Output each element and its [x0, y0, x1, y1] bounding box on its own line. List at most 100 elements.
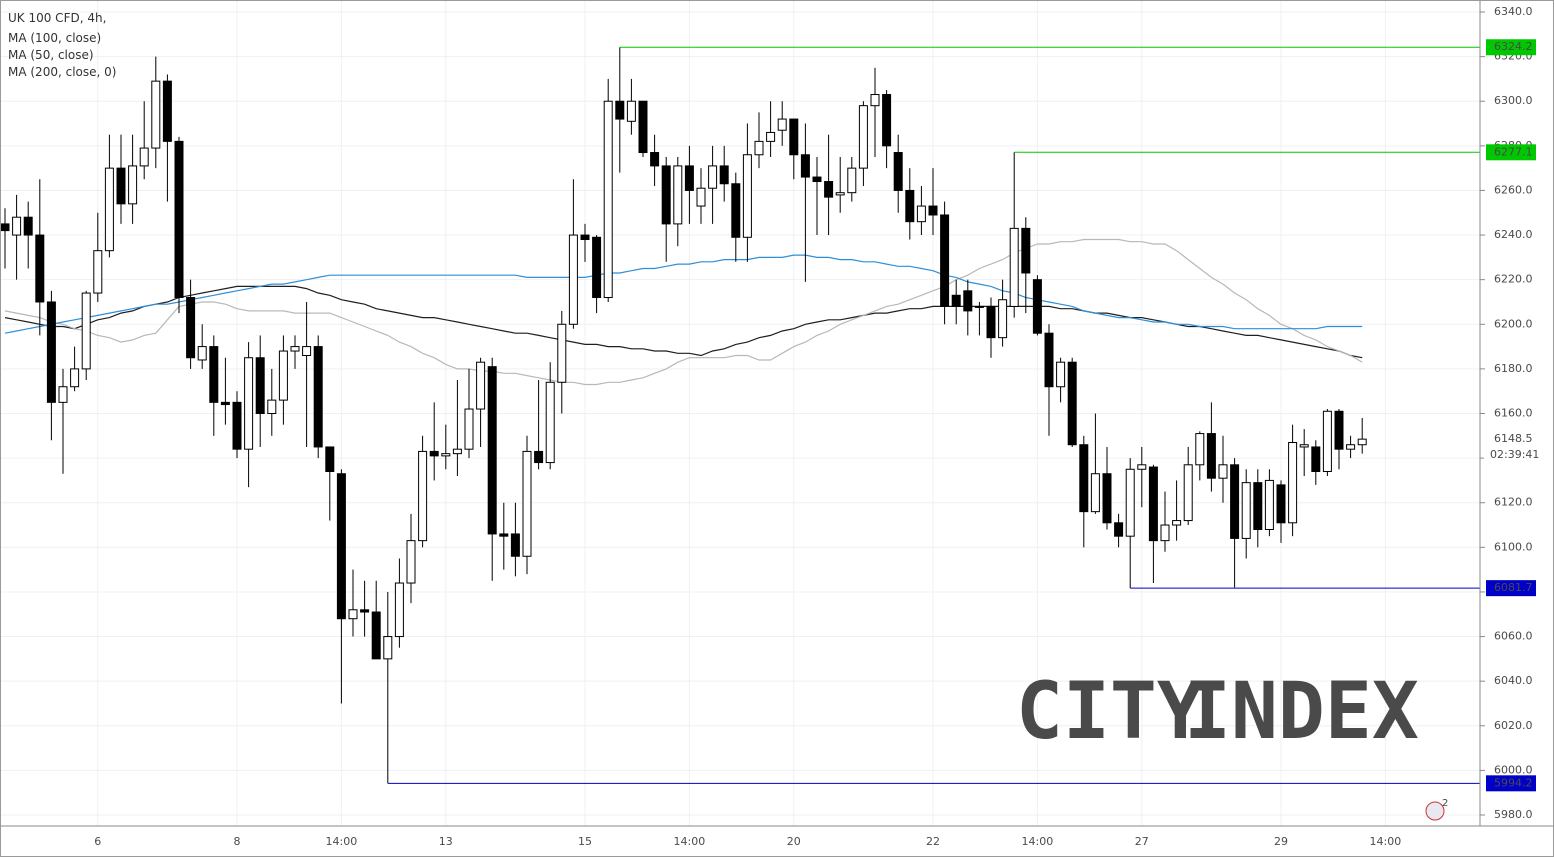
candle-body [916, 205, 926, 223]
candle-body [974, 305, 984, 308]
candle-body [545, 381, 555, 464]
candle-body [1172, 520, 1182, 526]
x-tick-label: 15 [578, 835, 592, 848]
x-tick-label: 22 [926, 835, 940, 848]
level-label-box [1486, 39, 1536, 56]
candle-body [1299, 444, 1309, 448]
candle-body [325, 446, 335, 472]
legend-entry: MA (200, close, 0) [8, 65, 116, 79]
candle-body [1137, 464, 1147, 470]
candle-body [615, 100, 625, 120]
x-tick-label: 14:00 [1022, 835, 1054, 848]
candle-body [93, 250, 103, 294]
chart-title: UK 100 CFD, 4h, [8, 11, 106, 25]
y-tick-label: 6220.0 [1494, 273, 1533, 286]
candle-body [464, 408, 474, 450]
level-label-box [1486, 144, 1536, 161]
candle-body [847, 167, 857, 194]
candle-body [418, 450, 428, 542]
candle-body [742, 154, 752, 238]
candle-body [1230, 464, 1240, 539]
candle-body [290, 346, 300, 352]
candle-body [58, 386, 68, 403]
candle-body [534, 450, 544, 464]
candle-body [998, 299, 1008, 339]
y-tick-label: 6260.0 [1494, 183, 1533, 196]
candle-body [1334, 410, 1344, 450]
candle-body [139, 147, 149, 167]
candle-body [1206, 433, 1216, 479]
candle-body [592, 236, 602, 299]
level-label: 6277.1 [1494, 145, 1533, 158]
candle-body [499, 533, 509, 537]
candle-body [70, 368, 80, 388]
x-tick-label: 14:00 [674, 835, 706, 848]
candle-body [638, 100, 648, 154]
candle-body [1183, 464, 1193, 522]
ma-line [4, 254, 1363, 334]
candle-body [429, 450, 439, 457]
candle-body [1148, 466, 1158, 542]
y-tick-label: 6020.0 [1494, 719, 1533, 732]
y-tick-label: 6300.0 [1494, 94, 1533, 107]
candle-body [1056, 361, 1066, 388]
candle-body [951, 294, 961, 307]
candle-body [162, 80, 172, 142]
candle-body [23, 216, 33, 236]
candle-body [626, 100, 636, 122]
y-tick-label: 6200.0 [1494, 317, 1533, 330]
candle-body [708, 165, 718, 189]
y-tick-label: 6120.0 [1494, 496, 1533, 509]
ma-line [4, 238, 1363, 386]
candle-body [452, 448, 462, 455]
candle-body [1276, 484, 1286, 524]
ma-line [4, 285, 1363, 359]
candle-body [870, 94, 880, 107]
candle-body [568, 234, 578, 325]
level-label-box [1486, 775, 1536, 792]
notification-icon[interactable] [1425, 801, 1445, 821]
y-tick-label: 6100.0 [1494, 540, 1533, 553]
y-tick-label: 5980.0 [1494, 808, 1533, 821]
x-tick-label: 8 [234, 835, 241, 848]
candle-body [336, 473, 346, 620]
candle-body [255, 357, 265, 415]
candle-body [1009, 227, 1019, 307]
candle-body [220, 401, 230, 406]
notification-count[interactable]: 2 [1442, 798, 1448, 809]
candle-body [673, 165, 683, 225]
candle-body [777, 118, 787, 131]
candle-body [603, 100, 613, 299]
candle-body [1218, 464, 1228, 479]
candle-body [487, 366, 497, 535]
candle-body [46, 301, 56, 403]
y-tick-label: 6060.0 [1494, 630, 1533, 643]
x-tick-label: 29 [1274, 835, 1288, 848]
candle-body [232, 401, 242, 450]
candle-body [174, 140, 184, 299]
legend-entry: MA (100, close) [8, 31, 101, 45]
candle-body [696, 187, 706, 207]
level-label: 6324.2 [1494, 40, 1533, 53]
y-tick-label: 6040.0 [1494, 674, 1533, 687]
y-tick-label: 6240.0 [1494, 228, 1533, 241]
candle-body [928, 205, 938, 216]
watermark: INDEX [1184, 667, 1419, 757]
candle-body [1288, 441, 1298, 524]
candle-body [1264, 479, 1274, 530]
candle-body [441, 453, 451, 457]
candle-body [580, 234, 590, 241]
x-tick-label: 14:00 [1370, 835, 1402, 848]
plot-area [0, 46, 1480, 784]
candle-body [893, 152, 903, 191]
candle-body [360, 609, 370, 613]
countdown: 02:39:41 [1490, 448, 1539, 461]
candle-body [209, 346, 219, 403]
candle-body [1044, 332, 1054, 388]
candle-body [835, 192, 845, 196]
y-tick-label: 6160.0 [1494, 407, 1533, 420]
candle-body [244, 357, 254, 450]
x-tick-label: 20 [787, 835, 801, 848]
candle-body [406, 540, 416, 584]
